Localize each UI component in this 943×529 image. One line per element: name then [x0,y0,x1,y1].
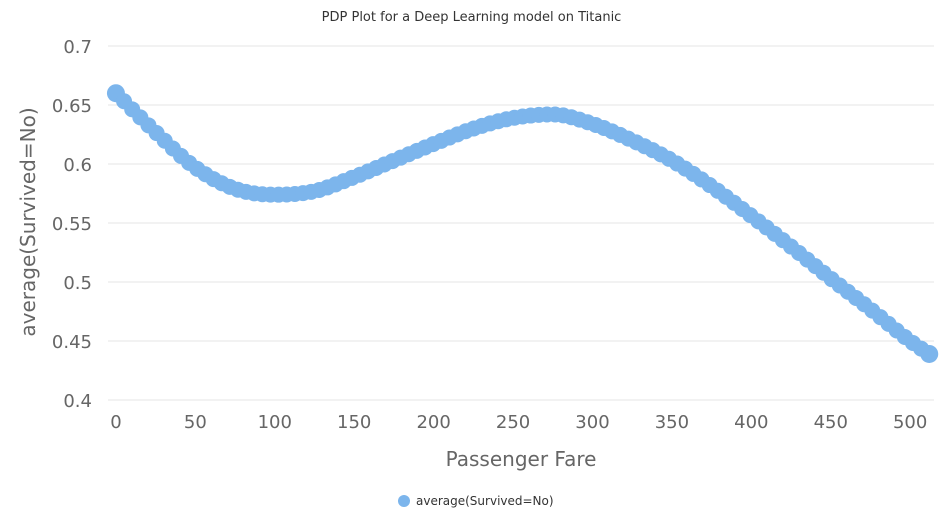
x-tick-label: 50 [184,412,207,433]
y-tick-label: 0.6 [63,155,92,176]
y-tick-label: 0.55 [52,214,92,235]
y-tick-label: 0.45 [52,332,92,353]
x-tick-label: 450 [814,412,848,433]
x-tick-label: 0 [110,412,121,433]
x-tick-label: 300 [575,412,609,433]
x-tick-label: 200 [416,412,450,433]
grid-lines [108,45,934,401]
legend-label: average(Survived=No) [416,494,554,508]
x-tick-label: 350 [655,412,689,433]
x-tick-label: 400 [734,412,768,433]
data-points [106,84,939,363]
chart-title: PDP Plot for a Deep Learning model on Ti… [322,10,622,25]
x-tick-label: 500 [893,412,927,433]
x-tick-label: 100 [258,412,292,433]
y-tick-label: 0.65 [52,96,92,117]
y-tick-label: 0.7 [63,37,92,58]
y-axis-ticks: 0.4 0.45 0.5 0.55 0.6 0.65 0.7 [52,37,92,412]
y-axis-label: average(Survived=No) [16,107,40,336]
y-tick-label: 0.5 [63,273,92,294]
x-tick-label: 150 [337,412,371,433]
x-axis-label: Passenger Fare [446,447,597,471]
data-point[interactable] [920,344,939,363]
x-tick-label: 250 [496,412,530,433]
legend[interactable]: average(Survived=No) [398,494,554,508]
y-tick-label: 0.4 [63,391,92,412]
x-axis-ticks: 0 50 100 150 200 250 300 350 400 450 500 [110,412,927,433]
legend-marker [398,495,410,507]
